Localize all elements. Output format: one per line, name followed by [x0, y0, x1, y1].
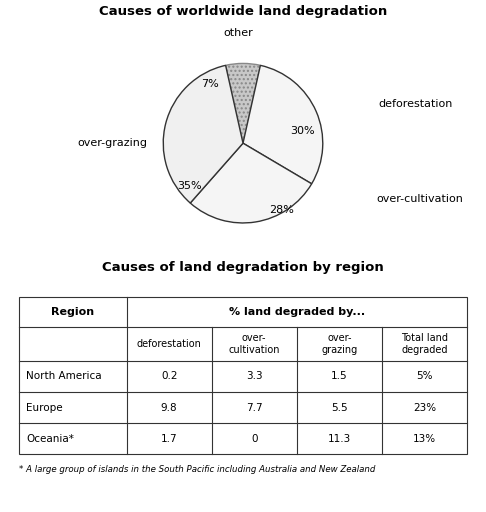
Text: Europe: Europe: [26, 402, 63, 413]
Text: 9.8: 9.8: [161, 402, 177, 413]
Text: 35%: 35%: [177, 181, 202, 191]
Text: 1.5: 1.5: [331, 371, 347, 381]
Text: 0.2: 0.2: [161, 371, 177, 381]
Text: other: other: [223, 28, 253, 38]
Text: deforestation: deforestation: [137, 339, 202, 349]
Text: over-
cultivation: over- cultivation: [228, 333, 280, 355]
Text: over-cultivation: over-cultivation: [376, 195, 463, 204]
Text: Region: Region: [52, 307, 94, 317]
Text: deforestation: deforestation: [378, 99, 452, 110]
Wedge shape: [190, 143, 312, 223]
Wedge shape: [163, 66, 243, 203]
Text: % land degraded by...: % land degraded by...: [228, 307, 365, 317]
Text: 5.5: 5.5: [331, 402, 347, 413]
Text: 13%: 13%: [413, 434, 436, 444]
Text: 0: 0: [251, 434, 258, 444]
Text: 7%: 7%: [201, 79, 219, 89]
Text: 5%: 5%: [416, 371, 433, 381]
Text: 3.3: 3.3: [246, 371, 262, 381]
Text: North America: North America: [26, 371, 102, 381]
Text: 7.7: 7.7: [246, 402, 262, 413]
Text: Causes of land degradation by region: Causes of land degradation by region: [102, 261, 384, 273]
Text: Oceania*: Oceania*: [26, 434, 74, 444]
Text: 28%: 28%: [269, 205, 295, 215]
Text: 30%: 30%: [290, 126, 314, 136]
Text: * A large group of islands in the South Pacific including Australia and New Zeal: * A large group of islands in the South …: [19, 465, 376, 474]
Title: Causes of worldwide land degradation: Causes of worldwide land degradation: [99, 5, 387, 18]
Wedge shape: [226, 63, 260, 143]
Text: 11.3: 11.3: [328, 434, 351, 444]
Text: over-
grazing: over- grazing: [321, 333, 357, 355]
Wedge shape: [243, 66, 323, 184]
Text: 23%: 23%: [413, 402, 436, 413]
Text: 1.7: 1.7: [161, 434, 177, 444]
Text: Total land
degraded: Total land degraded: [401, 333, 448, 355]
Text: over-grazing: over-grazing: [77, 138, 147, 148]
